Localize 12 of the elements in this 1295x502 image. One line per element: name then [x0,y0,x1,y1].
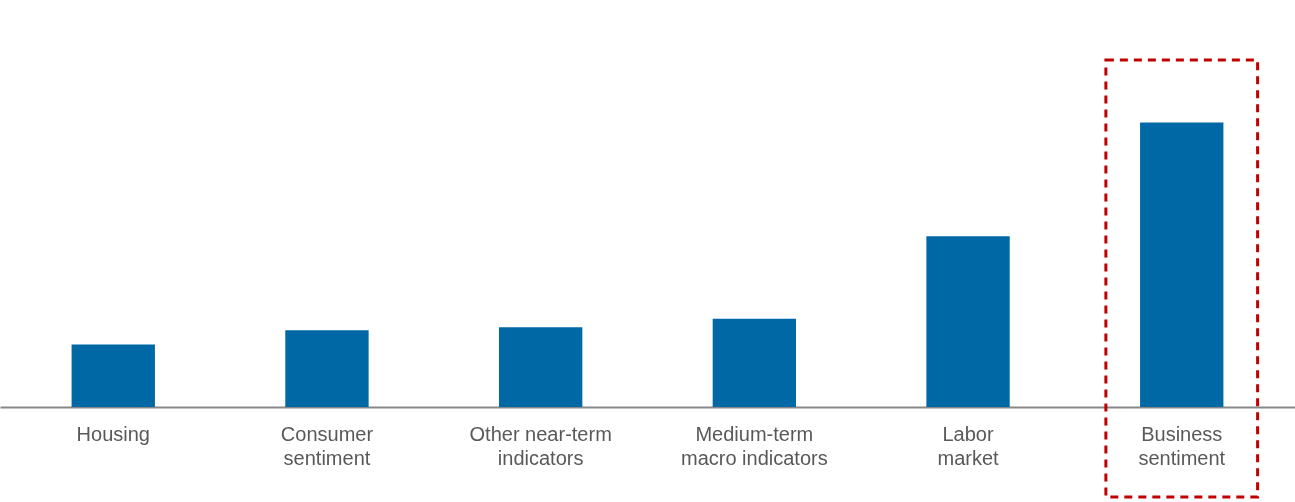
x-tick-label: Business sentiment [1138,423,1226,469]
x-tick-label: Other near-term indicators [469,423,612,469]
x-tick-label: Labor market [937,423,1000,469]
bar [285,330,369,407]
x-tick-label: Housing [76,423,150,445]
x-tick-label: Medium-term macro indicators [680,423,828,469]
bar [712,318,797,407]
bar [926,236,1010,407]
bar [1140,122,1224,407]
bar [71,344,155,407]
x-tick-label: Consumer sentiment [280,423,374,469]
bar [498,327,583,407]
